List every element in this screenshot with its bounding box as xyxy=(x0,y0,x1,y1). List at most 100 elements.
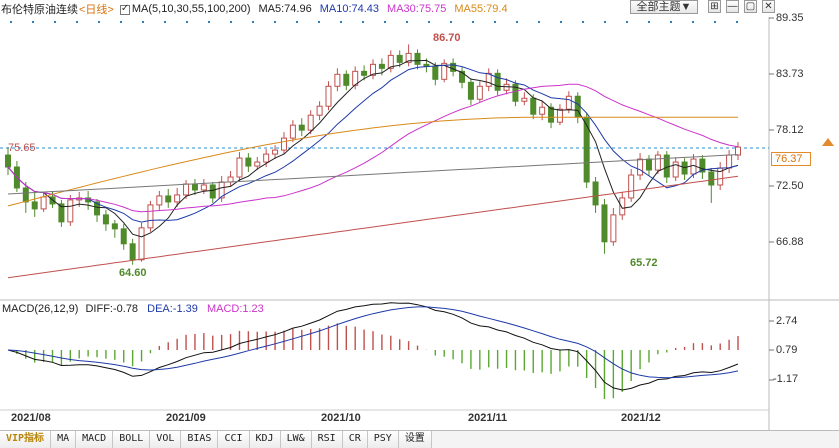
maximize-button[interactable]: ▢ xyxy=(744,0,757,13)
candle-body xyxy=(645,158,652,171)
candle-body xyxy=(316,105,323,116)
candle-body xyxy=(610,214,617,243)
event-marker-dot xyxy=(691,20,695,24)
candle-body xyxy=(334,73,341,87)
tab-vol[interactable]: VOL xyxy=(150,431,182,448)
event-marker-dot xyxy=(251,20,255,24)
candle-body xyxy=(583,116,590,183)
price-axis-label: 66.88 xyxy=(776,236,804,248)
date-label: 2021/10 xyxy=(321,412,361,424)
macd-diff: DIFF:-0.78 xyxy=(85,303,139,315)
ma5-line xyxy=(7,59,739,238)
candle-body xyxy=(432,65,439,80)
reference-price-marker: 75.65 xyxy=(8,142,36,154)
macd-value: MACD:1.23 xyxy=(206,303,264,315)
event-marker-dot xyxy=(427,20,431,24)
tab-vip-indicator[interactable]: VIP指标 xyxy=(0,431,52,448)
theme-dropdown-button[interactable]: 全部主题▼ xyxy=(630,0,698,14)
ma-toggle-checkbox[interactable] xyxy=(119,3,130,15)
candle-body xyxy=(31,201,38,210)
candle-body xyxy=(494,72,501,91)
event-marker-dot xyxy=(185,20,189,24)
candle-body xyxy=(467,81,474,100)
event-marker-dot xyxy=(471,20,475,24)
candle-body xyxy=(405,52,412,63)
date-label: 2021/12 xyxy=(621,412,661,424)
price-axis-label: 72.50 xyxy=(776,180,804,192)
candle-body xyxy=(503,83,510,91)
candle-body xyxy=(298,124,305,131)
ma30-value: MA30:75.75 xyxy=(387,2,447,15)
layout-button[interactable]: ⊞ xyxy=(708,0,721,13)
event-marker-dot xyxy=(119,20,123,24)
tab-psy[interactable]: PSY xyxy=(367,431,399,448)
candle-body xyxy=(735,146,741,156)
candle-body xyxy=(147,204,154,229)
candle-body xyxy=(370,63,376,76)
macd-diff-line xyxy=(7,302,739,391)
close-button[interactable]: ✕ xyxy=(762,0,775,13)
event-marker-dot xyxy=(9,20,13,24)
tab-cr[interactable]: CR xyxy=(342,431,368,448)
tab-macd[interactable]: MACD xyxy=(76,431,114,448)
event-marker-dot xyxy=(141,20,145,24)
event-marker-dot xyxy=(713,20,717,24)
current-price-tag: 76.37 xyxy=(771,152,811,166)
candle-body xyxy=(601,204,608,243)
high-annotation: 86.70 xyxy=(433,32,461,44)
event-marker-dot xyxy=(31,20,35,24)
price-axis-label: 89.35 xyxy=(776,12,804,24)
event-marker-dot xyxy=(669,20,673,24)
candle-body xyxy=(245,157,252,167)
candle-body xyxy=(67,199,74,223)
candle-body xyxy=(361,70,368,76)
candle-body xyxy=(441,62,448,80)
candle-body xyxy=(280,137,287,151)
tab-kdj[interactable]: KDJ xyxy=(249,431,281,448)
candle-body xyxy=(209,184,216,199)
event-marker-dot xyxy=(317,20,321,24)
event-marker-dot xyxy=(295,20,299,24)
low-annotation-1: 64.60 xyxy=(119,267,147,279)
candle-body xyxy=(22,187,29,203)
macd-header: MACD(26,12,9) DIFF:-0.78 DEA:-1.39 MACD:… xyxy=(2,303,264,315)
candle-body xyxy=(592,181,599,206)
tab-lwr[interactable]: LW& xyxy=(280,431,312,448)
candle-body xyxy=(165,195,172,203)
candle-body xyxy=(619,197,626,216)
candle-body xyxy=(307,114,314,131)
tab-rsi[interactable]: RSI xyxy=(311,431,343,448)
candle-body xyxy=(156,195,163,206)
tab-ma[interactable]: MA xyxy=(51,431,77,448)
candle-body xyxy=(387,54,394,69)
tab-cci[interactable]: CCI xyxy=(218,431,250,448)
candle-body xyxy=(530,97,537,115)
period-selector[interactable]: <日线> xyxy=(79,3,114,16)
candle-body xyxy=(227,176,234,183)
date-label: 2021/08 xyxy=(11,412,51,424)
candle-body xyxy=(94,201,101,216)
event-marker-dot xyxy=(493,20,497,24)
event-marker-dot xyxy=(207,20,211,24)
event-marker-dot xyxy=(339,20,343,24)
candle-body xyxy=(102,214,109,225)
candle-body xyxy=(289,124,296,139)
candle-body xyxy=(512,83,519,102)
macd-axis-label: 2.74 xyxy=(776,315,798,327)
candle-body xyxy=(58,203,65,223)
candle-body xyxy=(485,72,492,87)
minimize-button[interactable]: — xyxy=(726,0,739,13)
macd-dea: DEA:-1.39 xyxy=(147,303,198,315)
candle-body xyxy=(183,183,190,196)
chart-header: 布伦特原油连续 <日线> MA(5,10,30,55,100,200) MA5:… xyxy=(0,0,839,17)
candle-body xyxy=(726,154,733,169)
event-marker-dot xyxy=(515,20,519,24)
tab-boll[interactable]: BOLL xyxy=(113,431,151,448)
candle-body xyxy=(111,223,118,230)
tab-settings[interactable]: 设置 xyxy=(398,431,432,448)
candle-body xyxy=(548,106,555,123)
candle-body xyxy=(263,153,270,163)
tab-bias[interactable]: BIAS xyxy=(181,431,219,448)
price-alert-icon xyxy=(822,138,834,146)
